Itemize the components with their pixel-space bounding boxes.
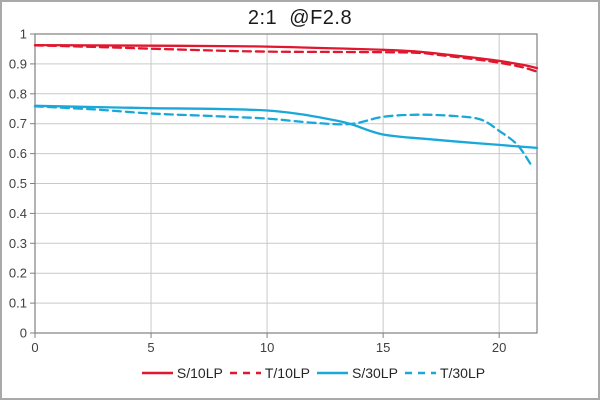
y-tick-label: 0.4 — [9, 206, 27, 221]
series-line-s-10lp — [33, 43, 539, 70]
y-tick-label: 0.7 — [9, 116, 27, 131]
legend-item-s-10lp: S/10LP — [141, 365, 223, 381]
legend-item-s-30lp: S/30LP — [316, 365, 398, 381]
x-tick-label: 5 — [147, 340, 154, 355]
series-line-t-30lp — [33, 105, 534, 169]
legend-label: S/30LP — [352, 365, 398, 381]
legend-line-sample — [317, 371, 348, 375]
y-tick-label: 1 — [20, 27, 27, 42]
y-tick-label: 0.8 — [9, 86, 27, 101]
legend-label: T/10LP — [264, 365, 310, 381]
legend-line-sample — [229, 371, 261, 375]
y-tick-label: 0.2 — [9, 266, 27, 281]
y-tick-label: 0.1 — [9, 296, 27, 311]
series-line-t-10lp — [33, 44, 539, 73]
legend-line-sample — [141, 371, 173, 375]
y-tick-label: 0.6 — [9, 146, 27, 161]
y-tick-label: 0.3 — [9, 236, 27, 251]
legend-label: T/30LP — [439, 365, 486, 381]
x-tick-label: 15 — [376, 340, 390, 355]
legend-item-t-30lp: T/30LP — [404, 365, 485, 381]
y-tick-label: 0 — [20, 326, 27, 341]
series-line-s-30lp — [33, 104, 539, 150]
legend-item-t-10lp: T/10LP — [229, 365, 310, 381]
legend-label: S/10LP — [176, 365, 223, 381]
legend-line-sample — [404, 371, 436, 375]
x-tick-label: 10 — [260, 340, 274, 355]
x-tick-label: 20 — [492, 340, 506, 355]
chart-title: 2:1 @F2.8 — [247, 7, 353, 29]
x-tick-label: 0 — [31, 340, 38, 355]
y-tick-label: 0.9 — [9, 56, 27, 71]
y-tick-label: 0.5 — [9, 176, 27, 191]
legend: S/10LP T/10LP S/30LP T/30LP — [2, 361, 598, 385]
